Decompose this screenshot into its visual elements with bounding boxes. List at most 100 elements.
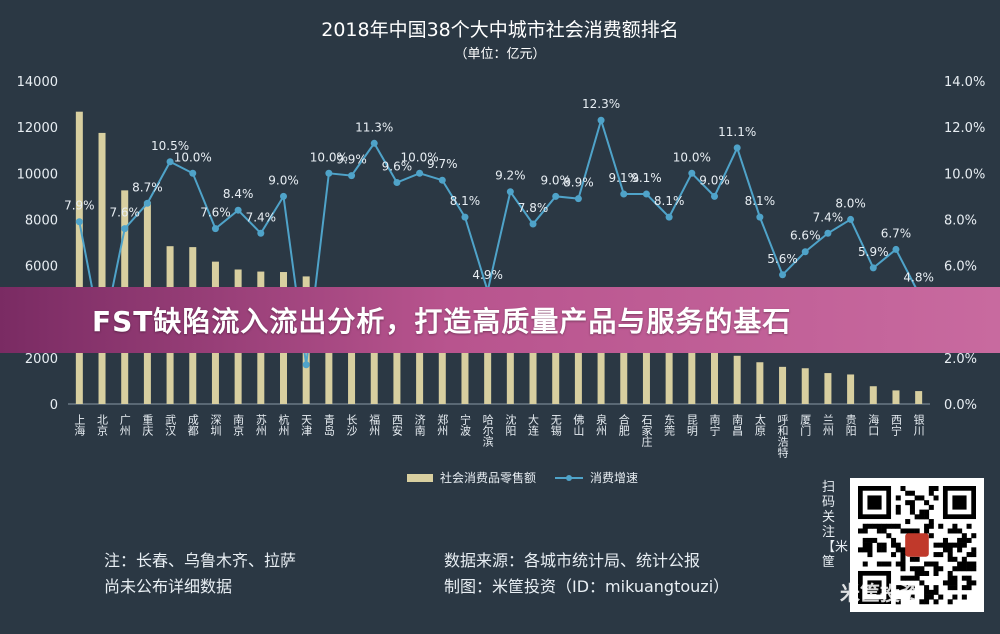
qr-module [966, 523, 972, 529]
qr-module [938, 552, 944, 558]
qr-module [895, 509, 901, 515]
qr-module [957, 547, 963, 553]
qr-module [909, 528, 915, 534]
qr-module [867, 547, 873, 553]
qr-module [928, 504, 934, 510]
qr-module [924, 528, 930, 534]
qr-module [966, 561, 972, 567]
x-tick-label: 苏州 [254, 414, 267, 436]
qr-module [947, 528, 953, 534]
growth-data-label: 9.1% [609, 171, 640, 185]
growth-point [370, 139, 378, 147]
source-note: 数据来源：各城市统计局、统计公报 制图：米筐投资（ID：mikuangtouzi… [444, 548, 729, 600]
qr-module [961, 542, 967, 548]
growth-point [280, 192, 287, 200]
bar [484, 310, 492, 404]
growth-data-label: 4.8% [903, 270, 934, 284]
growth-point [711, 192, 718, 200]
qr-module [961, 561, 967, 567]
qr-module [895, 561, 901, 567]
growth-point [892, 245, 900, 253]
qr-module [938, 594, 944, 600]
growth-data-label: 10.5% [151, 139, 189, 153]
qr-module [886, 561, 892, 567]
banner-text: FST缺陷流入流出分析，打造高质量产品与服务的基石 [92, 305, 792, 338]
qr-module [862, 561, 868, 567]
qr-module [966, 552, 972, 558]
qr-module [924, 585, 930, 591]
x-tick-label: 大连 [527, 413, 540, 436]
qr-module [928, 523, 934, 529]
qr-module [928, 519, 934, 525]
qr-module [876, 523, 882, 529]
x-tick-label: 沈阳 [504, 413, 517, 436]
growth-point [665, 213, 673, 221]
qr-module [971, 552, 977, 558]
growth-point [620, 190, 628, 198]
growth-point [211, 225, 219, 233]
qr-module [947, 570, 953, 576]
x-tick-label: 上海 [73, 414, 86, 437]
qr-module [900, 547, 906, 553]
qr-module [862, 537, 868, 543]
x-tick-label: 深圳 [209, 414, 222, 436]
qr-module [909, 566, 915, 572]
qr-module [905, 490, 911, 496]
x-tick-label: 福州 [368, 413, 381, 436]
x-tick-label: 天津 [300, 414, 313, 436]
qr-module [919, 580, 925, 586]
qr-module [862, 542, 868, 548]
growth-point [574, 195, 582, 203]
y-right-tick-label: 12.0% [944, 121, 985, 136]
qr-module [867, 537, 873, 543]
qr-module [900, 552, 906, 558]
bar [711, 349, 718, 404]
qr-module [876, 561, 882, 567]
qr-module [942, 542, 948, 548]
x-tick-label: 广州 [118, 414, 131, 436]
bar [688, 340, 696, 404]
qr-module [933, 552, 939, 558]
x-tick-label: 南昌 [731, 414, 744, 437]
qr-code[interactable] [850, 478, 984, 612]
qr-module [942, 537, 948, 543]
qr-module [876, 528, 882, 534]
growth-data-label: 8.4% [223, 187, 254, 201]
bar [665, 337, 673, 404]
qr-finder-core [952, 495, 967, 510]
growth-data-label: 7.4% [246, 210, 277, 224]
growth-point [234, 206, 242, 214]
qr-module [961, 537, 967, 543]
qr-module [891, 552, 897, 558]
qr-module [961, 533, 967, 539]
qr-module [867, 552, 873, 558]
bar [597, 326, 605, 404]
qr-module [895, 504, 901, 510]
qr-module [971, 566, 977, 572]
qr-module [924, 509, 930, 515]
qr-module [947, 599, 953, 605]
qr-module [938, 542, 944, 548]
x-tick-label: 北京 [96, 414, 109, 437]
qr-module [900, 561, 906, 567]
qr-module [900, 585, 906, 591]
qr-module [905, 519, 911, 525]
growth-data-label: 9.6% [382, 160, 413, 174]
qr-module [919, 514, 925, 520]
qr-module [961, 575, 967, 581]
qr-module [933, 589, 939, 595]
growth-data-label: 4.9% [472, 268, 503, 282]
growth-data-label: 8.0% [835, 196, 866, 210]
growth-data-label: 7.9% [64, 199, 95, 213]
qr-module [947, 556, 953, 562]
qr-module [961, 594, 967, 600]
qr-module [891, 523, 897, 529]
bar [416, 302, 424, 404]
growth-data-label: 8.1% [450, 194, 481, 208]
qr-module [933, 585, 939, 591]
growth-data-label: 9.7% [427, 157, 458, 171]
qr-module [909, 500, 915, 506]
qr-module [957, 528, 963, 534]
qr-module [952, 523, 958, 529]
